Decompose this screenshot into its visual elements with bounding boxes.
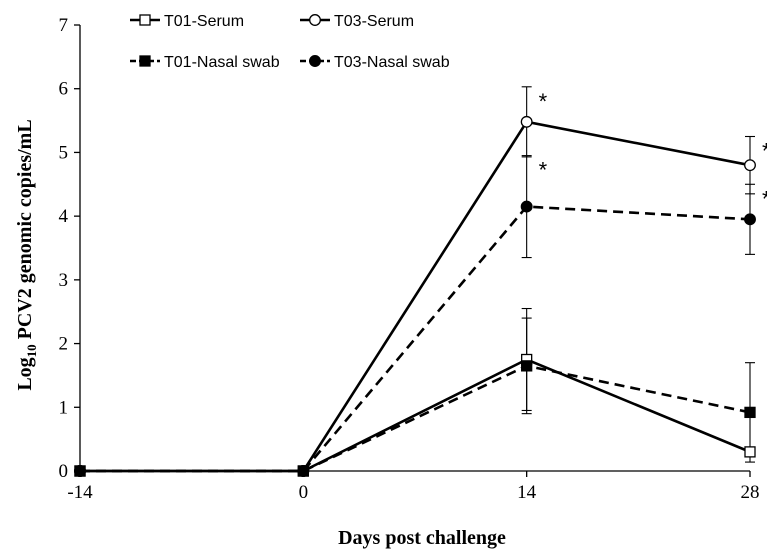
legend-marker-t01-nasal-swab [139,55,151,67]
legend-marker-t03-serum [309,14,321,26]
x-tick-label: 14 [517,482,537,503]
y-axis-title-subscript: 10 [24,344,39,357]
y-tick-label: 3 [59,270,69,291]
legend-marker-t01-serum [139,14,151,26]
data-point-t01-nasal-swab [521,360,533,372]
legend-label-t01-serum: T01-Serum [164,13,244,30]
series-markers [74,115,756,477]
data-point-t03-serum [744,159,756,172]
y-tick-label: 4 [59,206,69,227]
data-point-t03-nasal-swab [520,200,533,213]
legend-label-t03-serum: T03-Serum [334,13,414,30]
y-axis-title: Log10 PCV2 genomic copies/mL [14,119,39,390]
y-tick-label: 5 [59,142,69,163]
y-axis-title-rest: PCV2 genomic copies/mL [14,119,36,344]
y-tick-label: 2 [59,334,69,355]
series-line-t01-nasal-swab [80,364,751,473]
significance-marker-t03-serum: * [539,89,548,114]
x-tick-label: 0 [299,482,309,503]
data-point-t03-nasal-swab [74,465,86,477]
y-tick-label: 7 [59,15,69,36]
series-line-t03-nasal-swab [80,205,751,473]
significance-marker-t03-nasal-swab: * [762,186,767,211]
data-point-t03-serum [520,115,533,128]
significance-marker-t03-nasal-swab: * [539,158,548,183]
legend-label-t01-nasal-swab: T01-Nasal swab [164,54,280,71]
series-lines [80,120,751,473]
series-line-t01-serum [80,358,751,473]
x-tick-label: -14 [67,482,93,503]
legend-label-t03-nasal-swab: T03-Nasal swab [334,54,450,71]
x-axis-title: Days post challenge [338,527,506,549]
y-tick-label: 0 [59,461,69,482]
series-line-t03-serum [80,120,751,473]
legend: T01-Serum T03-Serum T01-Nasal swab T03-Nasa… [130,13,450,71]
significance-marker-t03-serum: * [762,139,767,164]
y-tick-label: 1 [59,397,69,418]
legend-marker-t03-nasal-swab [309,55,321,67]
data-point-t03-nasal-swab [297,465,310,477]
data-point-t03-nasal-swab [744,213,756,226]
data-point-t01-nasal-swab [744,406,756,419]
data-point-t01-serum [744,446,756,458]
y-axis-title-main: Log [14,357,36,390]
y-tick-label: 6 [59,79,69,100]
significance-annotations: * * * * [539,89,767,211]
x-tick-label: 28 [741,482,760,503]
